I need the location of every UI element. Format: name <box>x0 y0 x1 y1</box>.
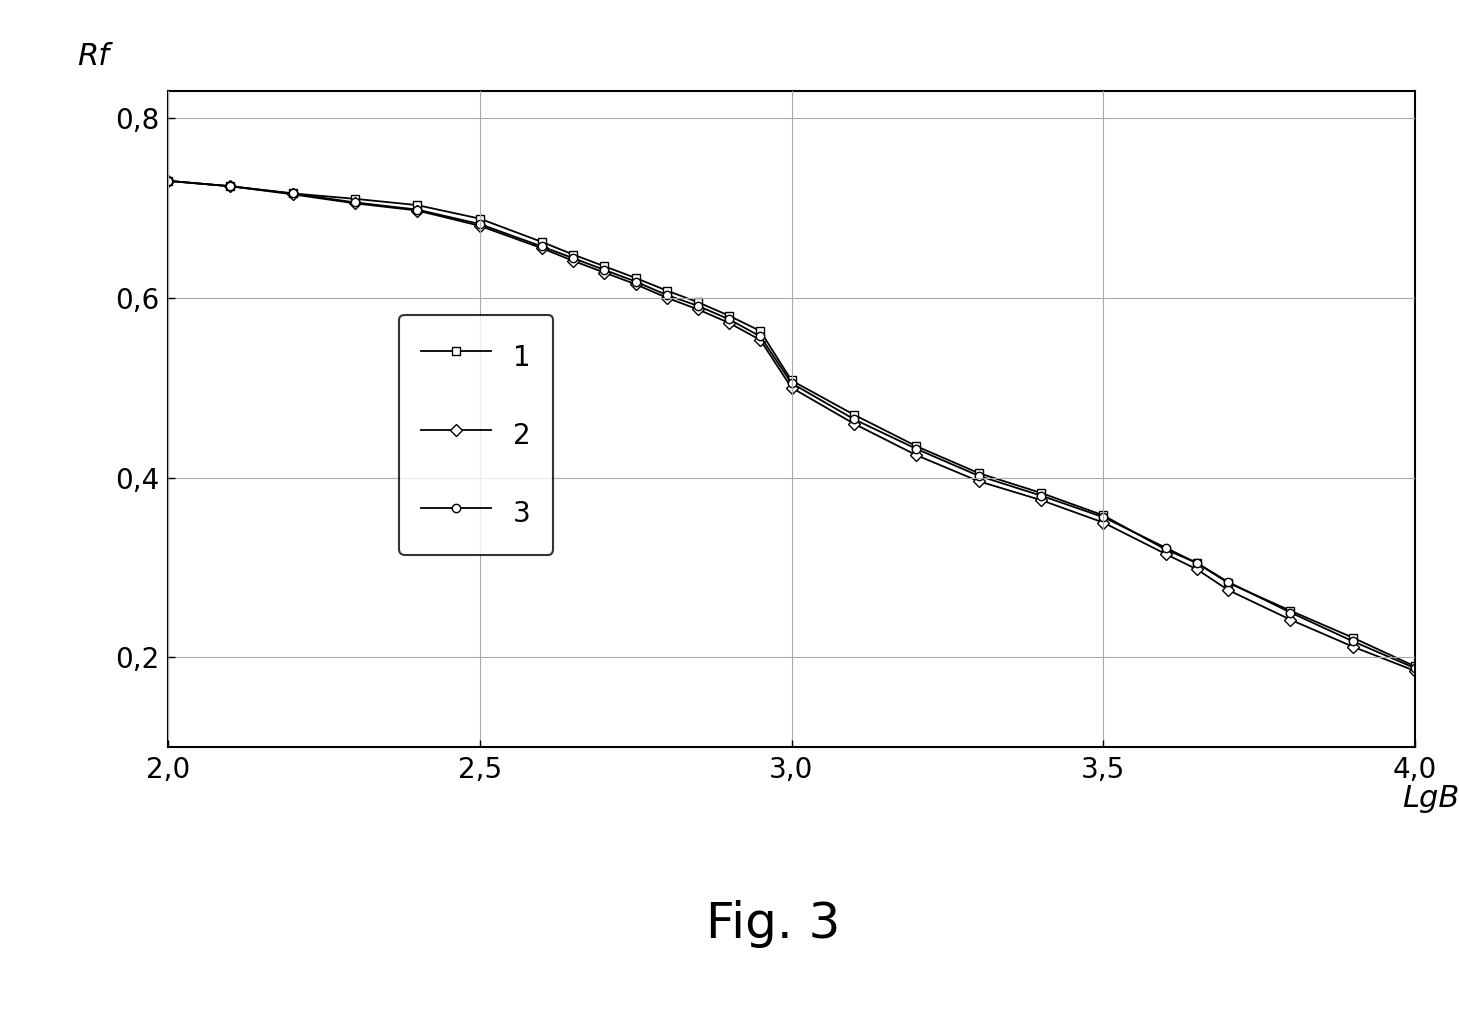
2 <box>1220 584 1237 596</box>
3 <box>159 175 177 187</box>
Y-axis label: Rf: Rf <box>77 42 109 71</box>
1 <box>471 212 489 224</box>
2 <box>1033 494 1050 506</box>
3 <box>409 204 426 216</box>
3 <box>595 264 613 276</box>
2 <box>565 255 582 267</box>
3 <box>751 330 769 342</box>
2 <box>595 267 613 279</box>
1 <box>783 375 801 387</box>
2 <box>970 475 988 487</box>
2 <box>1094 516 1112 528</box>
1 <box>1344 631 1361 643</box>
2 <box>222 180 239 192</box>
2 <box>285 188 302 200</box>
1 <box>346 193 363 205</box>
2 <box>658 292 676 304</box>
3 <box>1281 606 1299 618</box>
2 <box>534 242 552 255</box>
1 <box>1188 557 1205 569</box>
3 <box>222 180 239 192</box>
3 <box>627 276 645 288</box>
1 <box>534 236 552 248</box>
3 <box>1157 541 1174 553</box>
2 <box>409 204 426 216</box>
2 <box>471 220 489 232</box>
Line: 1: 1 <box>163 177 1420 671</box>
1 <box>1281 605 1299 617</box>
3 <box>1033 490 1050 502</box>
Line: 2: 2 <box>163 177 1420 675</box>
2 <box>1344 640 1361 652</box>
2 <box>751 334 769 346</box>
1 <box>565 248 582 261</box>
3 <box>970 470 988 482</box>
3 <box>658 289 676 301</box>
2 <box>845 417 862 429</box>
1 <box>1406 661 1424 673</box>
2 <box>627 278 645 290</box>
2 <box>346 197 363 209</box>
1 <box>1094 509 1112 521</box>
2 <box>159 175 177 187</box>
3 <box>285 188 302 200</box>
2 <box>783 382 801 394</box>
3 <box>907 442 925 454</box>
2 <box>1188 564 1205 576</box>
3 <box>1094 511 1112 523</box>
1 <box>907 440 925 452</box>
3 <box>565 252 582 265</box>
3 <box>1188 557 1205 569</box>
2 <box>721 317 738 329</box>
2 <box>1406 665 1424 677</box>
1 <box>658 285 676 297</box>
3 <box>721 313 738 325</box>
1 <box>159 175 177 187</box>
1 <box>595 261 613 273</box>
1 <box>689 296 706 308</box>
3 <box>534 240 552 252</box>
1 <box>721 310 738 322</box>
1 <box>1033 487 1050 499</box>
3 <box>471 218 489 230</box>
3 <box>845 413 862 425</box>
3 <box>1220 576 1237 588</box>
1 <box>222 180 239 192</box>
3 <box>1406 663 1424 675</box>
Legend: 1, 2, 3: 1, 2, 3 <box>400 315 553 556</box>
Text: Fig. 3: Fig. 3 <box>706 900 840 948</box>
3 <box>783 377 801 389</box>
2 <box>689 303 706 315</box>
2 <box>1157 548 1174 561</box>
1 <box>285 188 302 200</box>
1 <box>845 409 862 421</box>
1 <box>751 325 769 337</box>
1 <box>1220 577 1237 589</box>
X-axis label: LgBP: LgBP <box>1402 784 1459 812</box>
1 <box>409 199 426 211</box>
1 <box>970 467 988 479</box>
1 <box>627 272 645 284</box>
Line: 3: 3 <box>163 177 1420 673</box>
1 <box>1157 543 1174 556</box>
3 <box>1344 635 1361 647</box>
2 <box>907 449 925 462</box>
3 <box>689 300 706 312</box>
2 <box>1281 614 1299 626</box>
3 <box>346 196 363 208</box>
